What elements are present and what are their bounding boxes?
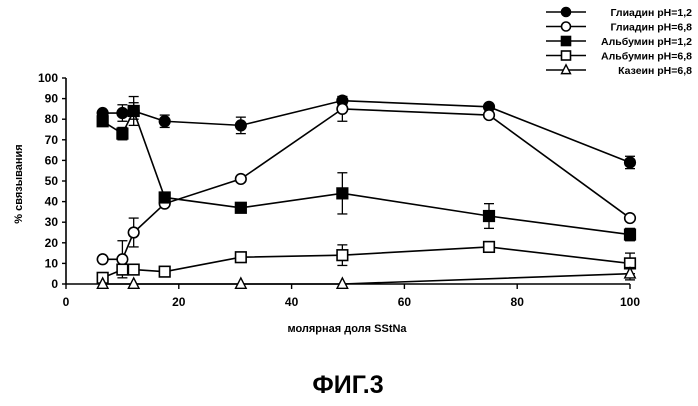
x-tick-label: 60 bbox=[398, 295, 412, 309]
series-line bbox=[103, 111, 630, 235]
data-point bbox=[337, 104, 348, 115]
series-group bbox=[97, 95, 635, 288]
x-tick-label: 100 bbox=[620, 295, 640, 309]
data-point bbox=[236, 174, 247, 185]
data-point bbox=[337, 188, 348, 199]
x-tick-label: 20 bbox=[172, 295, 186, 309]
series-3 bbox=[97, 97, 635, 241]
series-line bbox=[103, 247, 630, 278]
legend-item: Казеин pH=6,8 bbox=[546, 65, 692, 77]
y-axis-label: % связывания bbox=[13, 144, 25, 223]
y-tick-label: 100 bbox=[38, 71, 58, 85]
data-point bbox=[337, 250, 348, 261]
data-point bbox=[484, 110, 495, 121]
legend-marker bbox=[562, 51, 571, 60]
x-tick-label: 80 bbox=[511, 295, 525, 309]
data-point bbox=[128, 264, 139, 275]
data-point bbox=[117, 264, 128, 275]
data-point bbox=[236, 120, 247, 131]
data-point bbox=[128, 106, 139, 117]
data-point bbox=[128, 278, 139, 288]
series-line bbox=[103, 274, 630, 284]
data-point bbox=[625, 213, 636, 224]
legend-item: Глиадин pH=1,2 bbox=[546, 7, 692, 19]
x-axis-label: молярная доля SStNa bbox=[287, 323, 407, 335]
data-point bbox=[159, 266, 170, 277]
data-point bbox=[236, 278, 247, 288]
data-point bbox=[625, 229, 636, 240]
legend-label: Казеин pH=6,8 bbox=[618, 65, 692, 77]
legend-item: Альбумин pH=6,8 bbox=[546, 51, 692, 63]
x-axis-ticks: 0 20 40 60 80 100 bbox=[63, 284, 641, 309]
y-tick-label: 50 bbox=[45, 174, 59, 188]
data-point bbox=[159, 116, 170, 127]
y-tick-label: 20 bbox=[45, 236, 59, 250]
data-point bbox=[97, 116, 108, 127]
data-point bbox=[625, 157, 636, 168]
figure-caption: ФИГ.3 bbox=[312, 371, 383, 399]
y-tick-label: 70 bbox=[45, 133, 59, 147]
legend-label: Глиадин pH=1,2 bbox=[611, 7, 693, 19]
data-point bbox=[236, 202, 247, 213]
data-point bbox=[484, 211, 495, 222]
x-tick-label: 40 bbox=[285, 295, 299, 309]
y-tick-label: 60 bbox=[45, 153, 59, 167]
legend-item: Глиадин pH=6,8 bbox=[546, 22, 692, 34]
legend-marker bbox=[562, 37, 571, 46]
series-2 bbox=[97, 97, 635, 278]
legend-label: Альбумин pH=6,8 bbox=[601, 51, 692, 63]
legend-item: Альбумин pH=1,2 bbox=[546, 36, 692, 48]
series-5 bbox=[97, 268, 635, 289]
legend-marker bbox=[562, 8, 571, 17]
y-tick-label: 0 bbox=[51, 277, 58, 291]
y-axis-ticks: 0 10 20 30 40 50 60 70 80 90 100 bbox=[38, 71, 66, 291]
data-point bbox=[484, 242, 495, 253]
y-tick-label: 10 bbox=[45, 256, 59, 270]
series-1 bbox=[97, 95, 635, 168]
legend-label: Глиадин pH=6,8 bbox=[611, 22, 693, 34]
y-tick-label: 80 bbox=[45, 112, 59, 126]
y-tick-label: 40 bbox=[45, 195, 59, 209]
legend-label: Альбумин pH=1,2 bbox=[601, 36, 692, 48]
data-point bbox=[128, 227, 139, 238]
data-point bbox=[117, 254, 128, 265]
y-tick-label: 90 bbox=[45, 92, 59, 106]
y-tick-label: 30 bbox=[45, 215, 59, 229]
data-point bbox=[117, 128, 128, 139]
data-point bbox=[117, 108, 128, 119]
data-point bbox=[159, 192, 170, 203]
legend: Глиадин pH=1,2 Глиадин pH=6,8 Альбумин pH=… bbox=[546, 7, 692, 77]
data-point bbox=[236, 252, 247, 263]
data-point bbox=[97, 254, 108, 265]
legend-marker bbox=[562, 22, 571, 31]
x-tick-label: 0 bbox=[63, 295, 70, 309]
